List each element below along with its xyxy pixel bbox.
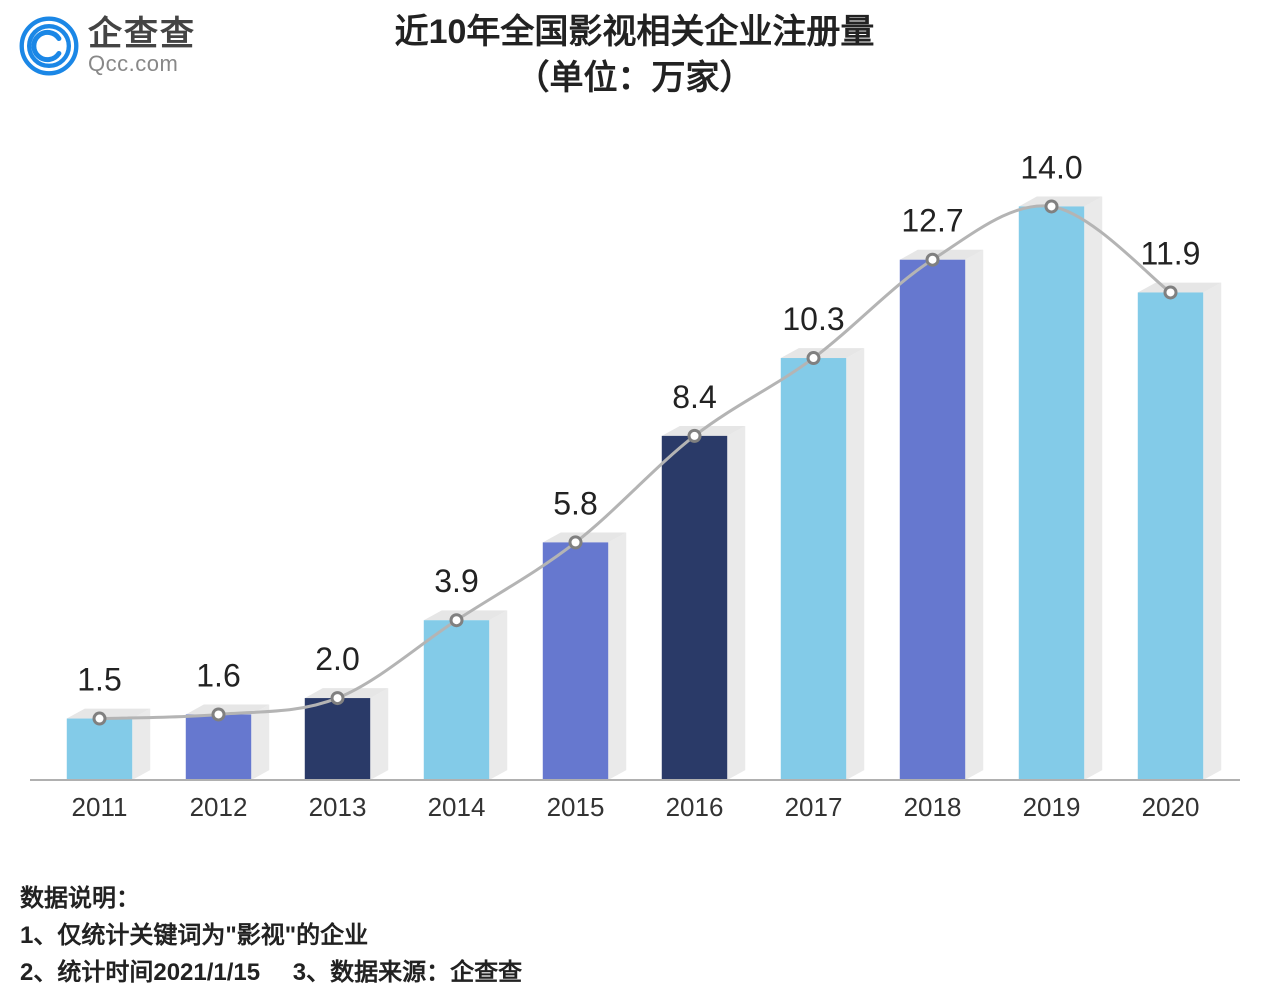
x-axis-label: 2015 [547, 792, 605, 822]
line-marker-inner [215, 710, 223, 718]
title-line-2: （单位：万家） [516, 59, 754, 97]
chart-title: 近10年全国影视相关企业注册量 （单位：万家） [0, 10, 1269, 102]
line-marker-inner [453, 616, 461, 624]
x-axis-label: 2018 [904, 792, 962, 822]
value-label: 10.3 [782, 301, 844, 337]
value-label: 8.4 [672, 379, 716, 415]
bar-shadow-side [370, 688, 388, 780]
bar-shadow-side [132, 709, 150, 780]
title-line-1: 近10年全国影视相关企业注册量 [395, 13, 875, 51]
x-axis-label: 2020 [1142, 792, 1200, 822]
line-marker-inner [96, 715, 104, 723]
x-axis-label: 2013 [309, 792, 367, 822]
bar [1019, 206, 1084, 780]
value-label: 1.6 [196, 657, 240, 693]
bar-shadow-side [1084, 197, 1102, 780]
data-notes: 数据说明： 1、仅统计关键词为"影视"的企业 2、统计时间2021/1/15 3… [20, 880, 548, 992]
x-axis-label: 2016 [666, 792, 724, 822]
bar [305, 698, 370, 780]
line-marker-inner [810, 354, 818, 362]
bar-shadow-side [846, 348, 864, 780]
chart-svg: 1.5 1.6 2.0 3.9 5.8 8.4 10.3 12.7 14.0 11.9 2011 20… [20, 115, 1250, 835]
bar-shadow-side [608, 532, 626, 780]
notes-line-1: 1、仅统计关键词为"影视"的企业 [20, 917, 548, 954]
bar [67, 719, 132, 780]
bar-shadow-side [1203, 283, 1221, 780]
value-label: 2.0 [315, 641, 359, 677]
bar-shadow-side [251, 705, 269, 780]
x-axis-label: 2017 [785, 792, 843, 822]
trend-line [100, 206, 1171, 719]
x-axis-label: 2011 [72, 792, 128, 822]
x-axis-label: 2014 [428, 792, 486, 822]
bar [781, 358, 846, 780]
line-marker-inner [929, 256, 937, 264]
value-label: 5.8 [553, 485, 597, 521]
bar-shadow-side [489, 610, 507, 780]
x-axis-label: 2012 [190, 792, 248, 822]
bar [1138, 292, 1203, 780]
value-label: 12.7 [901, 203, 963, 239]
bar-shadow-side [965, 250, 983, 780]
bar [186, 714, 251, 780]
line-marker-inner [572, 538, 580, 546]
value-label: 1.5 [77, 662, 121, 698]
line-marker-inner [1048, 202, 1056, 210]
line-marker-inner [1167, 288, 1175, 296]
bar [662, 436, 727, 780]
notes-line-2a: 2、统计时间2021/1/15 [20, 959, 260, 986]
bar [543, 542, 608, 780]
line-marker-inner [691, 432, 699, 440]
notes-header: 数据说明： [20, 880, 548, 917]
value-label: 11.9 [1141, 235, 1201, 271]
chart: 1.5 1.6 2.0 3.9 5.8 8.4 10.3 12.7 14.0 11.9 2011 20… [20, 115, 1250, 835]
value-label: 14.0 [1020, 149, 1082, 185]
x-axis-label: 2019 [1023, 792, 1081, 822]
value-label: 3.9 [434, 563, 478, 599]
bar [424, 620, 489, 780]
notes-line-2b: 3、数据来源：企查查 [293, 959, 522, 986]
line-marker-inner [334, 694, 342, 702]
bar-shadow-side [727, 426, 745, 780]
bar [900, 260, 965, 780]
